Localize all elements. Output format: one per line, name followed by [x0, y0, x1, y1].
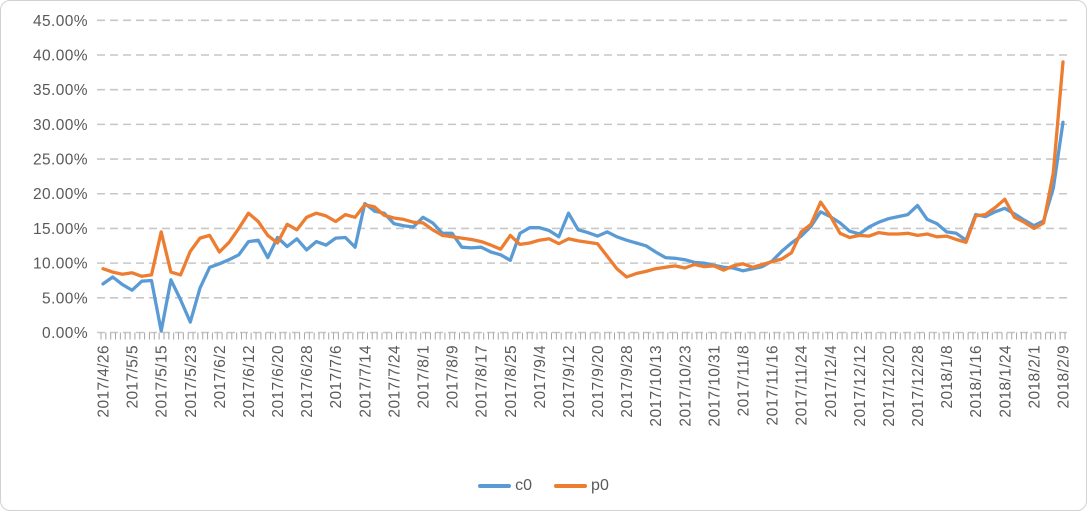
x-axis-tick-label: 2017/11/8 [736, 345, 753, 416]
series-line-p0[interactable] [101, 60, 1065, 279]
x-axis-tick-label: 2017/8/9 [445, 345, 462, 409]
x-axis-tick-label: 2017/5/23 [183, 345, 200, 418]
legend-swatch-c0 [478, 484, 512, 488]
y-axis-tick-label: 30.00% [33, 117, 88, 134]
x-axis-tick-label: 2017/8/25 [503, 345, 520, 418]
y-axis-tick-label: 0.00% [42, 325, 88, 342]
y-axis-labels: 0.00% 5.00% 10.00% 15.00% 20.00% 25.00% 30.00%… [33, 13, 88, 342]
x-axis-tick-label: 2017/12/20 [881, 345, 898, 427]
y-axis-tick-label: 45.00% [33, 13, 88, 30]
x-axis-tick-label: 2018/2/9 [1056, 345, 1073, 409]
x-axis-tick-label: 2017/10/23 [677, 345, 694, 427]
y-axis-tick-label: 40.00% [33, 47, 88, 64]
gridlines-group [97, 19, 1069, 334]
x-axis-tick-label: 2017/9/28 [619, 345, 636, 418]
x-axis-tick-label: 2017/7/6 [328, 345, 345, 409]
x-axis-tick-label: 2018/1/8 [939, 345, 956, 409]
legend-swatch-p0 [554, 484, 588, 488]
y-axis-tick-label: 25.00% [33, 152, 88, 169]
legend-label-c0: c0 [515, 477, 533, 494]
x-axis-tick-label: 2017/4/26 [96, 345, 113, 418]
y-axis-tick-label: 15.00% [33, 221, 88, 238]
x-axis-tick-label: 2018/1/24 [997, 345, 1014, 418]
x-axis-tick-label: 2017/12/28 [910, 345, 927, 427]
x-axis-tick-label: 2018/2/1 [1026, 345, 1043, 409]
x-axis-tick-label: 2017/11/16 [765, 345, 782, 425]
x-axis-tick-label: 2017/6/28 [299, 345, 316, 418]
legend-item-c0[interactable]: c0 [478, 477, 532, 495]
x-axis-tick-label: 2017/10/13 [648, 345, 665, 427]
legend-label-p0: p0 [591, 477, 609, 494]
x-axis-tick-marks [100, 332, 1066, 340]
y-axis-tick-label: 10.00% [33, 256, 88, 273]
chart-legend: c0 p0 [1, 477, 1086, 495]
x-axis-tick-label: 2017/12/12 [852, 345, 869, 427]
series-line-c0[interactable] [101, 120, 1065, 333]
x-axis-tick-label: 2017/6/12 [241, 345, 258, 418]
x-axis-tick-label: 2017/6/20 [270, 345, 287, 418]
x-axis-tick-label: 2017/9/12 [561, 345, 578, 418]
x-axis-tick-label: 2017/8/17 [474, 345, 491, 418]
x-axis-labels: 2017/4/26 2017/5/5 2017/5/15 2017/5/23 2017/… [96, 345, 1073, 427]
y-axis-tick-label: 20.00% [33, 186, 88, 203]
legend-item-p0[interactable]: p0 [554, 477, 609, 495]
x-axis-tick-label: 2017/11/24 [794, 345, 811, 425]
x-axis-tick-label: 2018/1/16 [968, 345, 985, 418]
x-axis-tick-label: 2017/5/5 [125, 345, 142, 409]
x-axis-tick-label: 2017/9/20 [590, 345, 607, 418]
x-axis-tick-label: 2017/10/31 [706, 345, 723, 427]
x-axis-tick-label: 2017/5/15 [154, 345, 171, 418]
series-lines-group [101, 60, 1065, 333]
x-axis-tick-label: 2017/8/1 [416, 345, 433, 409]
x-axis-tick-label: 2017/7/14 [357, 345, 374, 418]
x-axis-tick-label: 2017/12/4 [823, 345, 840, 418]
x-axis-tick-label: 2017/7/24 [386, 345, 403, 418]
y-axis-tick-label: 35.00% [33, 82, 88, 99]
x-axis-tick-label: 2017/9/4 [532, 345, 549, 409]
x-axis-tick-label: 2017/6/2 [212, 345, 229, 409]
y-axis-tick-label: 5.00% [42, 290, 88, 307]
